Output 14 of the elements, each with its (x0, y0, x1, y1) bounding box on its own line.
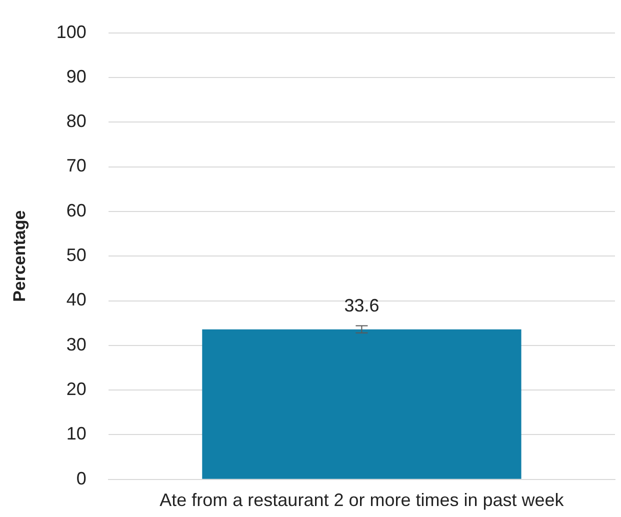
x-tick-label: Ate from a restaurant 2 or more times in past week (160, 490, 565, 510)
y-tick-label: 100 (56, 22, 86, 42)
y-tick-label: 40 (66, 290, 86, 310)
y-tick-label: 30 (66, 334, 86, 354)
y-tick-label: 90 (66, 66, 86, 86)
y-tick-label: 80 (66, 111, 86, 132)
y-tick-label: 10 (66, 424, 86, 444)
y-axis-title: Percentage (10, 210, 29, 302)
data-label: 33.6 (344, 295, 380, 316)
y-tick-label: 0 (76, 468, 86, 488)
y-tick-label: 60 (66, 200, 86, 220)
y-tick-label: 20 (66, 379, 86, 400)
y-tick-label: 70 (66, 156, 86, 176)
y-tick-label: 50 (66, 245, 86, 266)
